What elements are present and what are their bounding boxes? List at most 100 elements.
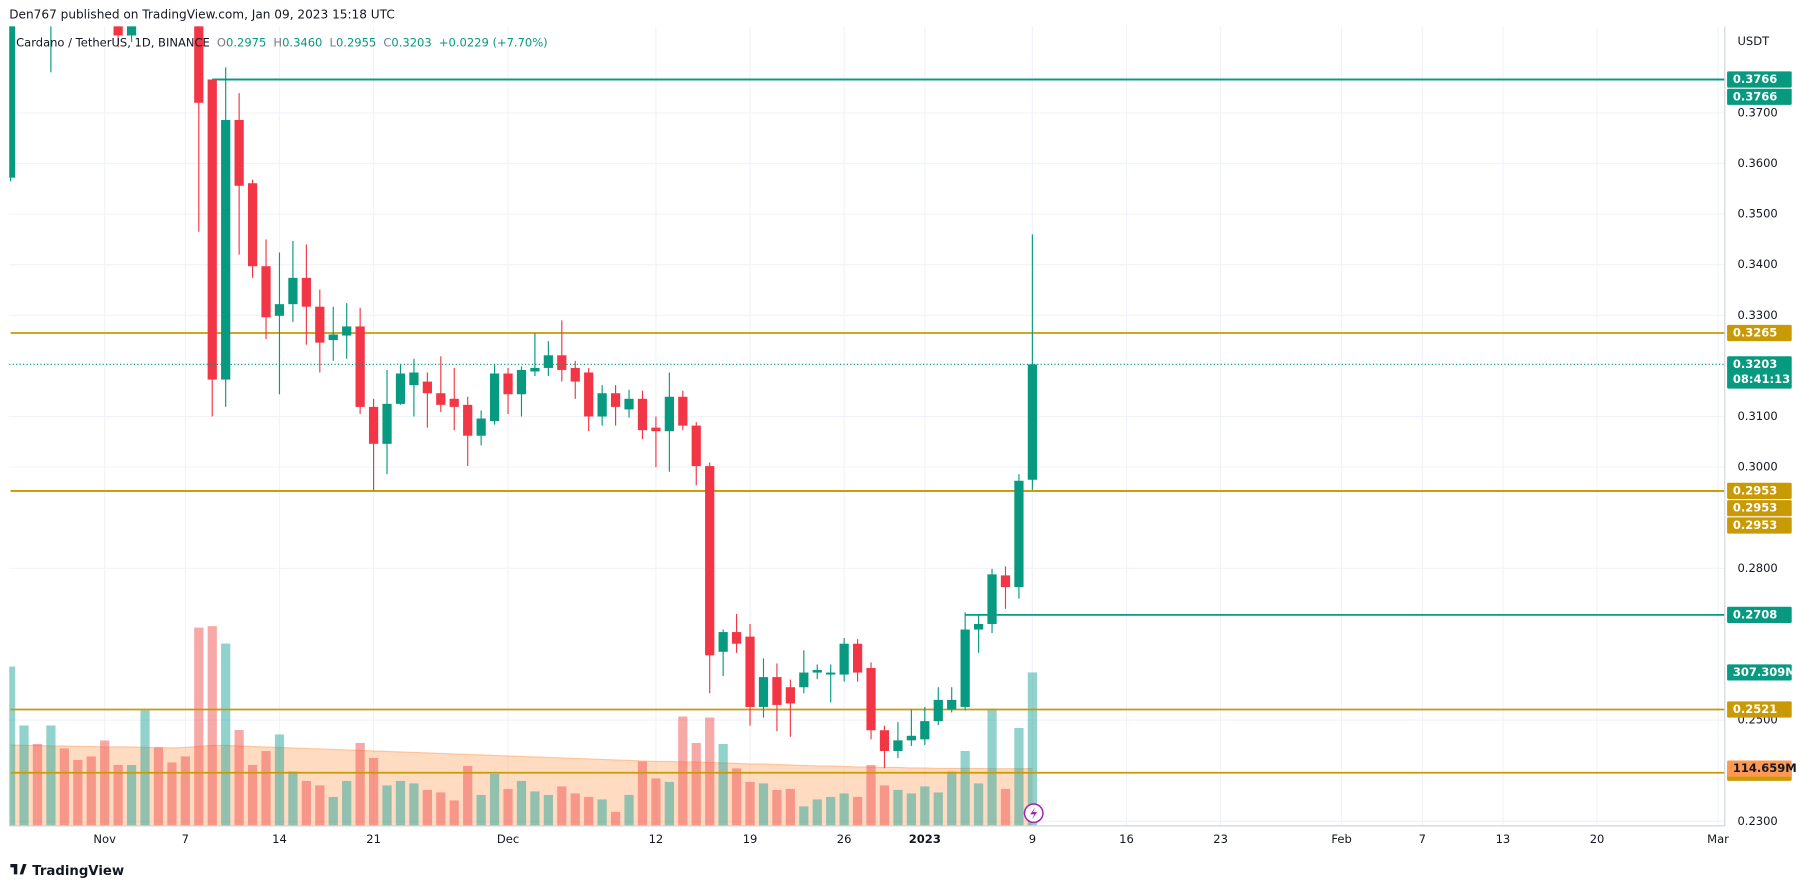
volume-bar [368, 757, 379, 826]
candle-body [503, 373, 513, 395]
x-tick-label: Feb [1331, 832, 1351, 846]
level-label-box [1727, 606, 1792, 623]
candle-body [960, 629, 970, 707]
ohlc-value: 0.2955 [336, 35, 376, 49]
x-tick-label: 16 [1119, 832, 1134, 846]
x-tick-label: 12 [649, 832, 664, 846]
volume-bar [570, 793, 580, 826]
y-tick-label: 0.3100 [1737, 409, 1777, 423]
volume-bar [288, 771, 298, 826]
volume-bar [32, 743, 43, 826]
volume-bar [987, 708, 997, 826]
candle-body [530, 367, 540, 372]
publisher: Den767 published on TradingView.com, Jan… [9, 7, 395, 21]
x-tick-label: Mar [1707, 832, 1729, 846]
volume-bar [46, 725, 56, 826]
level-label: 0.2521 [1733, 702, 1777, 716]
x-tick-label: 7 [1419, 832, 1426, 846]
volume-bar [194, 627, 204, 826]
candle-body [570, 367, 580, 382]
volume-bar [610, 811, 621, 826]
candle-body [839, 643, 849, 675]
volume-bar [489, 773, 500, 826]
volume-bar [557, 786, 567, 826]
level-label-box [1727, 701, 1792, 718]
brand: TradingView [32, 864, 124, 879]
volume-bar [355, 742, 365, 826]
y-tick-label: 0.3400 [1737, 257, 1777, 271]
candle-body [987, 574, 997, 624]
volume-bar [678, 716, 688, 826]
volume-bar [73, 759, 83, 826]
volume-bar [328, 796, 338, 826]
volume-bar [395, 780, 406, 826]
candle-body [799, 672, 809, 688]
volume-bar [705, 717, 715, 826]
x-tick-label: Dec [497, 832, 519, 846]
volume-ma-line [10, 744, 1033, 770]
volume-bar [664, 781, 674, 826]
volume-bar [126, 764, 137, 826]
candle-body [1000, 575, 1011, 588]
volume-bar [906, 793, 916, 826]
volume-bar [597, 799, 607, 826]
volume-bar [274, 734, 285, 826]
candle-body [449, 398, 459, 407]
ohlc-value: 0.3460 [282, 35, 322, 49]
volume-bar [812, 799, 822, 826]
volume-bar [651, 778, 661, 826]
volume-bar [866, 764, 876, 826]
volume-bar [960, 750, 970, 826]
candle-body [288, 277, 298, 305]
level-label-box [1727, 482, 1792, 499]
volume-bar [879, 785, 890, 826]
volume-bar [247, 764, 258, 826]
candle-body [422, 381, 432, 394]
volume-bar [207, 626, 217, 826]
legend: Cardano / TetherUS, 1D, BINANCE O0.2975 … [16, 35, 548, 49]
volume-bar [180, 756, 190, 826]
x-tick-label: 23 [1213, 832, 1228, 846]
y-tick-label: 0.3700 [1737, 105, 1777, 119]
volume-bar [476, 794, 486, 826]
level-label-box [1727, 500, 1792, 517]
ohlc-key: H [273, 35, 282, 49]
volume-bar [449, 800, 459, 826]
volume-bar [153, 747, 164, 826]
volume-bar [86, 756, 96, 826]
volume-bar [933, 792, 943, 826]
candle-body [543, 355, 553, 368]
candle-body [1027, 364, 1037, 480]
candle-body [382, 403, 392, 444]
volume-bar [799, 806, 809, 826]
candle-body [624, 398, 634, 410]
y-tick-label: 0.3600 [1737, 156, 1777, 170]
candle-body [651, 427, 661, 432]
volume-bar [758, 783, 769, 826]
level-label: 0.2708 [1733, 607, 1777, 621]
candle-body [664, 396, 674, 432]
candle-body [234, 119, 244, 186]
volume-bar [516, 780, 527, 826]
volume-label-box [1727, 664, 1792, 681]
volume-bar [920, 786, 930, 826]
volume-bar [785, 788, 795, 826]
candle-body [221, 119, 231, 380]
volume-bar [745, 781, 755, 826]
candle-body [745, 636, 755, 707]
level-label: 0.2953 [1733, 483, 1777, 497]
volume-bar [382, 785, 392, 826]
volume-bar [543, 794, 553, 826]
volume-bar [503, 788, 513, 826]
volume-bar [731, 768, 742, 826]
candle-body [476, 418, 486, 436]
volume-bar [973, 783, 984, 826]
volume-bar [463, 765, 473, 826]
ohlc-key: L [330, 35, 337, 49]
plot [9, 26, 1725, 826]
price-label-extra: 08:41:13 [1733, 372, 1790, 386]
candle-body [785, 687, 795, 704]
volume-bar [113, 764, 123, 826]
volume-bar [852, 796, 863, 826]
volume-bar [100, 740, 110, 826]
